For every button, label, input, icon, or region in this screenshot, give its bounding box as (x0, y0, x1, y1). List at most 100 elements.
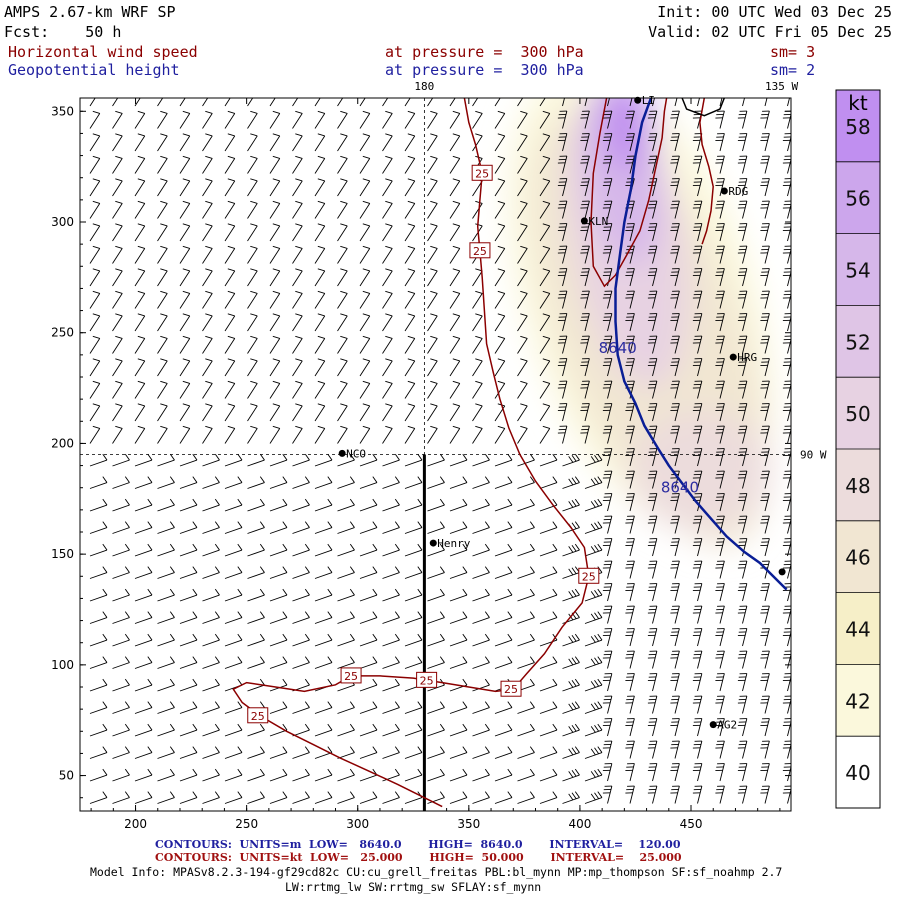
wind-barb (179, 223, 191, 242)
wind-barb (157, 521, 175, 534)
wind-barb (737, 560, 748, 579)
wind-barb (625, 493, 635, 512)
wind-barb (472, 335, 483, 354)
wind-barb (359, 656, 378, 669)
wind-barb (134, 566, 153, 579)
wind-barb (134, 791, 153, 804)
wind-barb (607, 98, 610, 107)
model-title: AMPS 2.67-km WRF SP (4, 3, 176, 21)
wind-barb (625, 268, 635, 287)
wind-barb (89, 290, 101, 309)
wind-barb (670, 515, 680, 534)
wind-barb (179, 313, 191, 332)
wind-barb (625, 695, 635, 714)
wind-contour-label: 25 (340, 667, 362, 684)
wind-barb (737, 110, 748, 129)
wind-barb (539, 656, 558, 669)
wind-barb (472, 791, 490, 804)
wind-barb (89, 566, 108, 579)
wind-barb (580, 110, 590, 129)
wind-barb (337, 290, 348, 309)
wind-barb (179, 521, 198, 534)
wind-barb (202, 335, 213, 354)
wind-barb (625, 335, 635, 354)
wind-barb (382, 701, 400, 714)
wind-barb (472, 110, 483, 129)
wind-barb (134, 155, 146, 174)
wind-barb (692, 155, 703, 174)
wind-barb (359, 791, 378, 804)
wind-barb (337, 133, 348, 152)
wind-barb (179, 358, 191, 377)
wind-barb (602, 358, 613, 377)
wind-barb (472, 543, 490, 557)
wind-barb (134, 245, 146, 264)
wind-barb (112, 223, 123, 242)
station-label: AG2 (717, 719, 737, 732)
wind-barb (269, 110, 281, 129)
field2-smoothing: sm= 2 (770, 61, 816, 79)
wind-barb (539, 543, 558, 557)
colorbar-segment (836, 664, 880, 737)
wind-barb (517, 200, 528, 219)
wind-barb (715, 268, 725, 287)
wind-barb (539, 678, 558, 692)
wind-barb (269, 425, 281, 444)
wind-barb (715, 245, 725, 264)
wind-barb (472, 521, 490, 534)
wind-barb (89, 335, 101, 354)
wind-barb (224, 588, 243, 602)
wind-barb (760, 223, 770, 242)
wind-barb (715, 200, 725, 219)
wind-barb (404, 723, 423, 737)
wind-barb (382, 588, 400, 602)
wind-barb (602, 740, 613, 759)
station-label: NCO (346, 447, 366, 460)
wind-barb (224, 746, 243, 759)
wind-barb (517, 633, 535, 647)
wind-barb (602, 538, 613, 557)
wind-barb (670, 268, 680, 287)
wind-barb (449, 588, 468, 602)
wind-barb (760, 200, 770, 219)
wind-barb (449, 633, 468, 647)
wind-barb (112, 268, 123, 287)
wind-barb (134, 425, 146, 444)
wind-barb (382, 110, 393, 129)
wind-barb (427, 178, 438, 197)
wind-barb (692, 515, 703, 534)
wind-barb (314, 543, 333, 557)
wind-barb (89, 268, 101, 287)
wind-barb (157, 155, 168, 174)
wind-barb (382, 313, 393, 332)
wind-barb (314, 335, 326, 354)
wind-barb (782, 470, 791, 489)
wind-barb (692, 178, 703, 197)
wind-barb (179, 403, 191, 422)
wind-barb (314, 200, 326, 219)
wind-barb (89, 521, 108, 534)
wind-barb (472, 133, 483, 152)
wind-barb (157, 633, 175, 647)
wind-barb (539, 335, 551, 354)
y-tick-label: 50 (59, 769, 74, 783)
wind-barb (584, 701, 603, 714)
wind-barb (224, 98, 231, 107)
wind-barb (449, 425, 461, 444)
wind-barb (382, 335, 393, 354)
wind-barb (670, 178, 680, 197)
wind-barb (202, 453, 220, 467)
wind-barb (647, 223, 658, 242)
wind-barb (337, 335, 348, 354)
wind-barb (157, 178, 168, 197)
wind-barb (449, 98, 456, 107)
wind-barb (292, 498, 310, 512)
wind-barb (647, 763, 658, 782)
wind-barb (404, 521, 423, 534)
wind-barb (737, 133, 748, 152)
wind-barb (580, 178, 590, 197)
wind-barb (337, 723, 355, 737)
wind-barb (602, 673, 613, 692)
wind-barb (517, 453, 535, 467)
x-tick-label: 400 (568, 817, 591, 831)
